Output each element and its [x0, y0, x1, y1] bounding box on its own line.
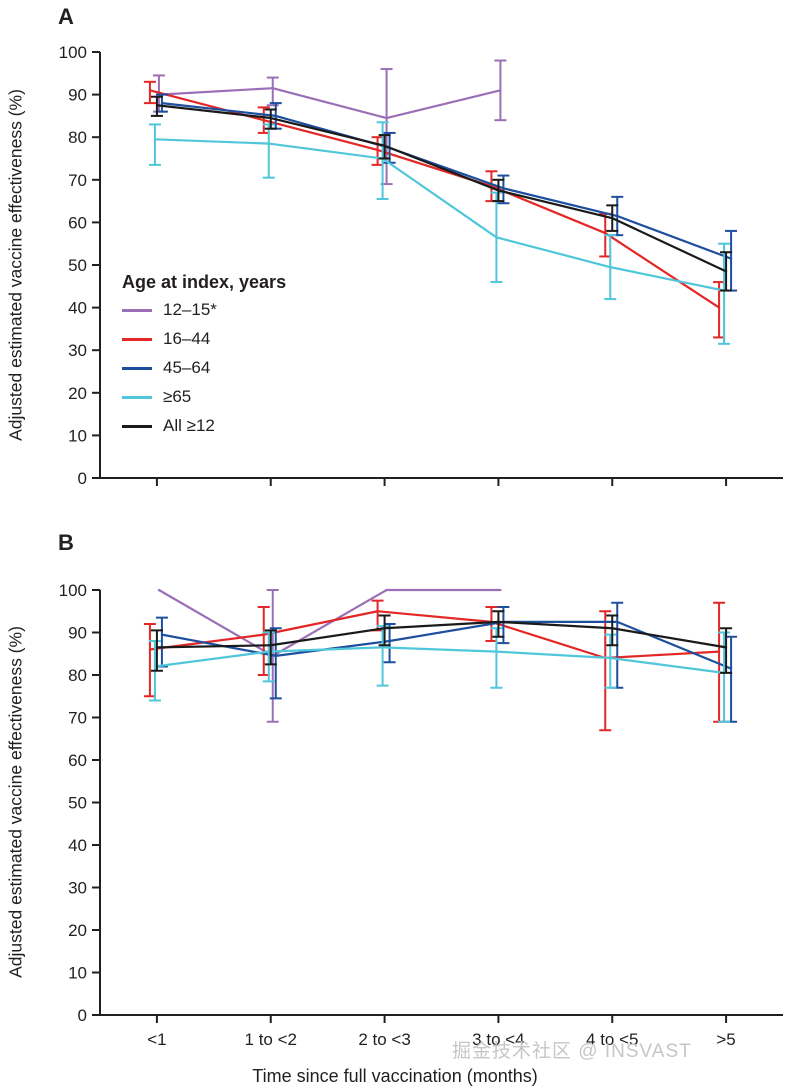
y-tick-label: 90: [68, 624, 87, 643]
legend-label: All ≥12: [163, 416, 215, 435]
legend-swatch: [122, 337, 152, 341]
legend-label: 45–64: [163, 358, 211, 377]
y-tick-label: 90: [68, 86, 87, 105]
y-tick-label: 20: [68, 384, 87, 403]
series-line: [153, 646, 726, 674]
panel-b-label: B: [58, 530, 74, 555]
y-tick-label: 10: [68, 426, 87, 445]
x-tick-label: 2 to <3: [358, 1030, 410, 1049]
panel-a-chart: 0 10 20 30 40 50 60 70 80 90 100: [59, 43, 783, 488]
y-tick-label: 0: [78, 469, 87, 488]
panel-a-label: A: [58, 4, 74, 29]
x-tick-label: 4 to <5: [586, 1030, 638, 1049]
y-tick-label: 50: [68, 794, 87, 813]
watermark: 掘金技术社区 @ INSVAST: [452, 1041, 692, 1062]
y-tick-label: 10: [68, 964, 87, 983]
y-tick-label: 70: [68, 709, 87, 728]
y-tick-label: 60: [68, 751, 87, 770]
y-tick-label: 100: [59, 581, 87, 600]
legend-swatch: [122, 395, 152, 399]
legend-items: 12–15* 16–44 45–64 ≥65 All ≥12: [122, 300, 286, 435]
y-tick-label: 0: [78, 1006, 87, 1025]
series-line: [153, 138, 726, 292]
x-axis-label: Time since full vaccination (months): [252, 1066, 538, 1086]
y-tick-label: 20: [68, 921, 87, 940]
legend-swatch: [122, 308, 152, 312]
series-line: [157, 87, 502, 120]
legend-title: Age at index, years: [122, 272, 287, 292]
series-line: [155, 620, 728, 649]
legend-label: 12–15*: [163, 300, 217, 319]
x-tick-label: 3 to <4: [472, 1030, 524, 1049]
legend-item: ≥65: [122, 387, 286, 406]
x-tick-label: 1 to <2: [245, 1030, 297, 1049]
legend: Age at index, years 12–15* 16–44 45–64 ≥65 A…: [122, 272, 286, 446]
legend-item: All ≥12: [122, 416, 286, 435]
y-tick-label: 70: [68, 171, 87, 190]
y-tick-label: 60: [68, 213, 87, 232]
legend-item: 45–64: [122, 358, 286, 377]
y-tick-label: 30: [68, 341, 87, 360]
series-line: [157, 588, 502, 657]
y-tick-label: 80: [68, 666, 87, 685]
y-tick-label: 30: [68, 879, 87, 898]
panel-b-chart: 0 10 20 30 40 50 60 70 80 90 100 <1 1 to <2 2 to <3 3 …: [59, 581, 783, 1049]
legend-label: 16–44: [163, 329, 211, 348]
series-line: [148, 610, 721, 660]
y-tick-label: 80: [68, 128, 87, 147]
series-line: [155, 104, 728, 273]
legend-swatch: [122, 424, 152, 428]
legend-swatch: [122, 366, 152, 370]
series-line: [160, 102, 733, 260]
legend-label: ≥65: [163, 387, 192, 406]
y-tick-label: 40: [68, 836, 87, 855]
y-tick-label: 50: [68, 256, 87, 275]
x-tick-label: <1: [147, 1030, 166, 1049]
legend-item: 12–15*: [122, 300, 286, 319]
legend-item: 16–44: [122, 329, 286, 348]
y-tick-label: 40: [68, 299, 87, 318]
x-tick-label: >5: [716, 1030, 735, 1049]
y-tick-label: 100: [59, 43, 87, 62]
